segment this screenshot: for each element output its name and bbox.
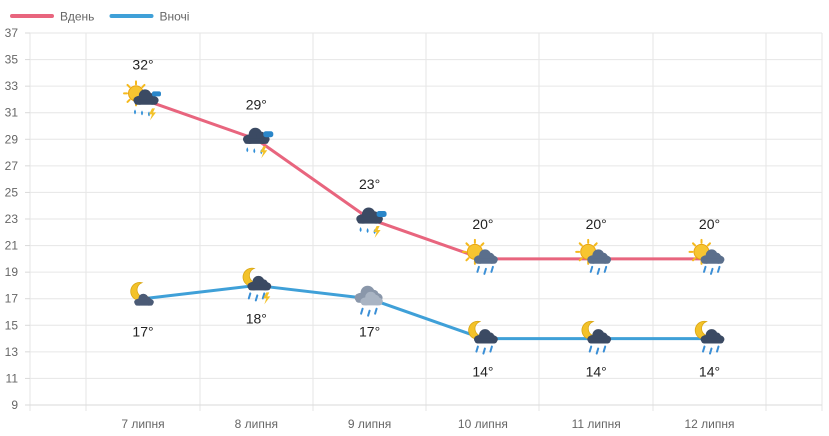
legend-label: Вночі <box>160 10 190 24</box>
y-tick-label: 31 <box>5 106 19 120</box>
y-tick-label: 25 <box>5 185 19 199</box>
data-label-day: 23° <box>359 176 380 192</box>
thunderstorm-rain-icon <box>243 127 274 159</box>
x-tick-label: 9 липня <box>348 417 391 431</box>
partly-sunny-rain-icon <box>575 238 612 275</box>
y-tick-label: 37 <box>5 26 19 40</box>
data-label-night: 14° <box>699 364 720 380</box>
x-tick-label: 11 липня <box>572 417 621 431</box>
y-tick-label: 13 <box>5 345 19 359</box>
data-label-day: 32° <box>132 56 153 72</box>
grid <box>29 32 823 411</box>
legend-item-night[interactable]: Вночі <box>109 10 190 24</box>
y-tick-label: 17 <box>5 292 19 306</box>
data-label-day: 20° <box>586 216 607 232</box>
legend-label: Вдень <box>60 10 94 24</box>
y-tick-label: 9 <box>11 398 18 412</box>
legend-swatch <box>10 14 54 18</box>
y-tick-label: 27 <box>5 159 19 173</box>
legend-swatch <box>109 14 154 18</box>
thunderstorm-rain-icon <box>356 207 387 238</box>
night-rain-icon <box>694 320 725 355</box>
axes: 9 11 13 15 17 19 21 23 25 27 29 31 33 35 37 7 липня 8 ли… <box>5 26 822 431</box>
partly-sunny-rain-icon <box>688 238 725 275</box>
night-rain-icon <box>581 320 612 355</box>
data-label-day: 20° <box>472 216 493 232</box>
y-tick-label: 15 <box>5 318 19 332</box>
partly-sunny-thunderstorm-icon <box>123 80 161 121</box>
legend[interactable]: Вдень Вночі <box>10 10 189 24</box>
data-label-day: 20° <box>699 216 720 232</box>
data-labels: 32° 29° 23° 20° 20° 20° 17° 18° 17° 14° 14° 14° <box>132 56 720 379</box>
overcast-rain-icon <box>354 285 383 317</box>
night-thunderstorm-icon <box>242 267 272 305</box>
weather-icons <box>123 80 725 355</box>
x-tick-label: 12 липня <box>684 417 734 431</box>
data-label-night: 14° <box>472 364 493 380</box>
series-line-night <box>141 283 711 341</box>
night-cloudy-icon <box>130 282 154 306</box>
y-tick-label: 33 <box>5 79 19 93</box>
x-tick-label: 8 липня <box>235 417 278 431</box>
data-label-night: 17° <box>359 324 380 340</box>
partly-sunny-rain-icon <box>461 238 498 275</box>
x-tick-label: 10 липня <box>458 417 508 431</box>
y-tick-label: 19 <box>5 265 19 279</box>
night-rain-icon <box>468 320 498 355</box>
y-tick-label: 21 <box>5 239 19 253</box>
x-tick-label: 7 липня <box>121 417 164 431</box>
data-label-night: 17° <box>132 324 153 340</box>
legend-item-day[interactable]: Вдень <box>10 10 94 24</box>
y-tick-label: 11 <box>6 371 19 385</box>
data-label-night: 14° <box>586 364 607 380</box>
series-line-day <box>141 97 711 261</box>
data-label-night: 18° <box>246 310 267 326</box>
data-label-day: 29° <box>246 96 267 112</box>
y-tick-label: 23 <box>5 212 19 226</box>
y-tick-label: 35 <box>5 53 19 67</box>
y-tick-label: 29 <box>5 132 19 146</box>
